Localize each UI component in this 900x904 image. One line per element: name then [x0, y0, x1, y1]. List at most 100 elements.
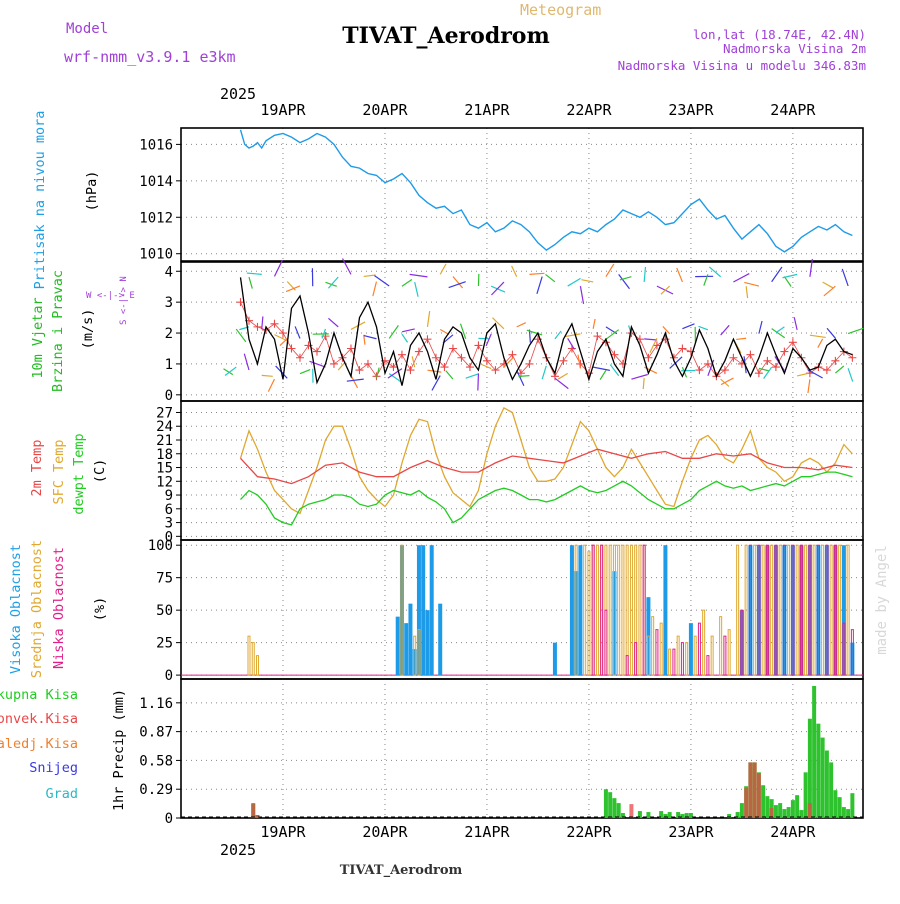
- temp-title-dewpt: dewpt Temp: [71, 433, 87, 514]
- wind-barb: [295, 326, 300, 338]
- precip-bar-total: [765, 796, 769, 818]
- cloud-bar-mid: [252, 643, 254, 675]
- y-tick-label: 0: [165, 388, 173, 404]
- precip-legend-snow: Snijeg: [29, 760, 78, 776]
- wind-barb: [453, 277, 463, 288]
- wind-barb: [481, 364, 491, 368]
- bottom-date-label: 24APR: [770, 823, 816, 841]
- wind-barb: [402, 329, 415, 332]
- wind-barb: [440, 264, 446, 274]
- wind-barb: [449, 282, 466, 288]
- cloud-bar-high: [663, 545, 667, 675]
- wind-barb: [848, 328, 863, 333]
- wind-barb: [643, 378, 644, 389]
- precip-bar-total: [804, 772, 808, 818]
- temp-ylabel: (C): [92, 459, 108, 483]
- bottom-date-label: 19APR: [260, 823, 306, 841]
- wind-barb: [670, 357, 682, 369]
- top-date-label: 22APR: [566, 101, 612, 119]
- wind-barb: [198, 280, 207, 282]
- precip-legend-total: Ukupna Kisa: [0, 687, 78, 703]
- precip-bar-total: [838, 797, 842, 818]
- y-tick-label: 4: [165, 264, 173, 280]
- wind-barb: [201, 337, 211, 339]
- precip-bar-total: [617, 803, 621, 818]
- cloud-bar-high: [425, 610, 429, 675]
- wind-barb: [644, 267, 645, 282]
- wind-barb: [427, 370, 441, 372]
- wind-barb: [328, 277, 338, 288]
- wind-barb: [300, 370, 310, 374]
- wind-barb: [746, 286, 747, 298]
- wind-barb: [236, 329, 246, 342]
- top-date-label: 19APR: [260, 101, 306, 119]
- y-tick-label: 1.16: [139, 696, 173, 712]
- cloud-title-low: Niska Oblacnost: [51, 547, 67, 669]
- wind-barb: [328, 318, 338, 327]
- wind-barb: [280, 339, 287, 346]
- cloud-bar-high: [570, 545, 574, 675]
- wind-barb: [558, 373, 567, 379]
- wind-barb: [517, 323, 526, 327]
- cloud-bar-low: [698, 623, 700, 675]
- wind-barb: [600, 370, 606, 379]
- y-tick-label: 100: [148, 538, 173, 554]
- cloud-bar-mid: [584, 545, 586, 675]
- wind-barb: [842, 269, 848, 286]
- precip-legend: Ukupna Kisa Konvek.Kisa Zaledj.Kisa Snij…: [0, 687, 78, 802]
- precip-legend-frozen: Zaledj.Kisa: [0, 736, 78, 752]
- wind-barb: [736, 338, 746, 339]
- cloud-bar-low: [681, 643, 683, 675]
- pressure-series-line: [241, 130, 853, 252]
- cloud-bar-mid: [779, 545, 781, 675]
- precip-bar-total: [787, 807, 791, 818]
- precip-bar-total: [608, 792, 612, 818]
- cloud-bar-mid: [618, 545, 620, 675]
- cloud-bar-mid: [847, 545, 849, 675]
- y-tick-label: 2: [165, 326, 173, 342]
- top-year-label: 2025: [220, 85, 256, 103]
- y-tick-label: 15: [156, 461, 173, 477]
- temp-2m-line: [241, 449, 853, 483]
- wind-barb: [446, 371, 453, 379]
- precip-bar-total: [791, 800, 795, 818]
- precip-bar-convective: [753, 762, 757, 818]
- wind-barb: [772, 329, 785, 338]
- precip-bar-total: [842, 807, 846, 818]
- wind-barb: [244, 354, 249, 370]
- wind-barb: [410, 274, 428, 277]
- y-tick-label: 1016: [139, 137, 173, 153]
- cloud-bar-low: [656, 630, 658, 675]
- y-tick-label: 3: [165, 295, 173, 311]
- cloud-bar-mid: [754, 545, 756, 675]
- wind-barb: [808, 379, 810, 393]
- y-tick-label: 6: [165, 502, 173, 518]
- precip-bar-total: [829, 762, 833, 818]
- wind-barb: [568, 338, 575, 349]
- cloud-bar-mid: [694, 636, 696, 675]
- cloud-bar-mid: [737, 545, 739, 675]
- y-tick-label: 9: [165, 488, 173, 504]
- model-elevation-label: Nadmorska Visina u modelu 346.83m: [618, 58, 866, 73]
- cloud-bar-mid: [622, 545, 624, 675]
- y-tick-label: 0: [165, 668, 173, 684]
- top-date-label: 23APR: [668, 101, 714, 119]
- cloud-bar-high: [578, 545, 582, 675]
- cloud-bar-mid: [248, 636, 250, 675]
- wind-barb: [512, 266, 517, 277]
- footer-station: TIVAT_Aerodrom: [340, 863, 463, 878]
- wind-barb: [211, 357, 214, 374]
- wind-barb: [518, 376, 529, 377]
- wind-barb: [631, 375, 647, 380]
- precip-bar-convective: [757, 773, 761, 818]
- cloud-bar-mid: [639, 545, 641, 675]
- wind-barb: [236, 277, 243, 282]
- y-tick-label: 50: [156, 603, 173, 619]
- wind-barb: [606, 264, 614, 277]
- wind-barb: [581, 280, 593, 282]
- wind-barb: [274, 335, 288, 342]
